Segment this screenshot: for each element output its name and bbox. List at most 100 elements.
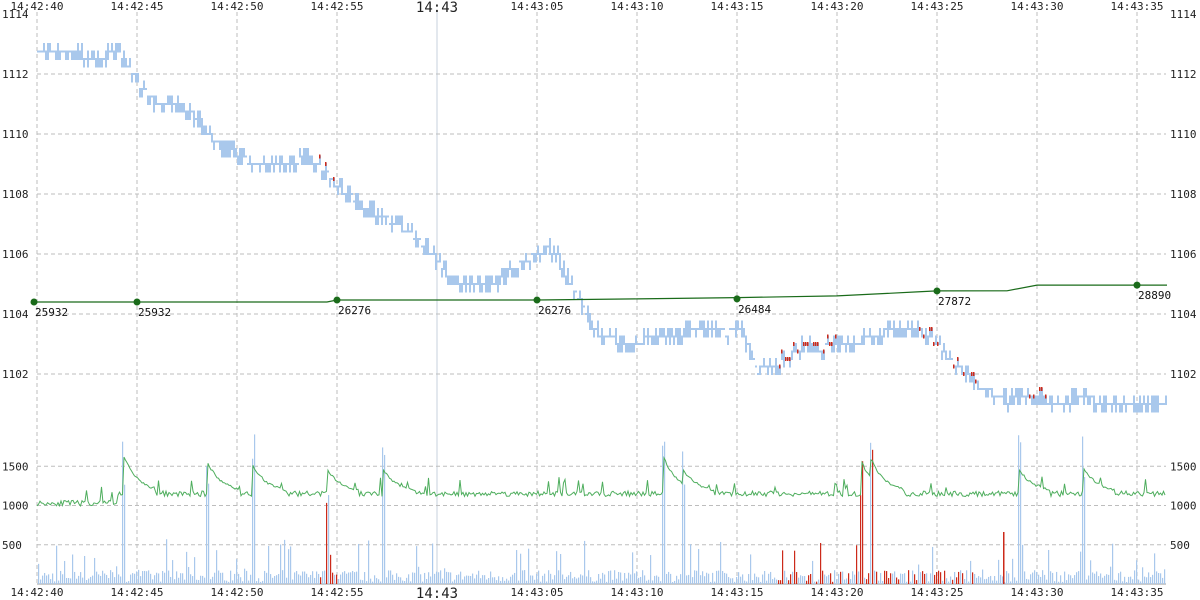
volume-bar xyxy=(184,579,186,584)
volume-bar xyxy=(928,581,930,584)
volume-bar xyxy=(1056,571,1058,584)
volume-bar xyxy=(152,579,154,584)
price-step xyxy=(325,163,327,180)
price-step xyxy=(297,163,299,165)
price-step xyxy=(259,163,261,173)
volume-bar xyxy=(1142,567,1144,584)
volume-bar xyxy=(164,572,166,584)
price-step xyxy=(169,95,171,105)
price-step xyxy=(1123,395,1125,405)
volume-bar xyxy=(472,573,474,584)
volume-marker xyxy=(733,295,741,303)
volume-bar xyxy=(980,577,982,584)
price-step xyxy=(361,200,363,210)
volume-bar xyxy=(120,576,122,584)
price-step xyxy=(433,245,435,255)
price-step xyxy=(941,350,943,360)
volume-bar xyxy=(386,577,388,584)
price-step xyxy=(575,290,577,293)
price-step xyxy=(209,125,211,135)
price-step xyxy=(909,328,911,330)
volume-bar xyxy=(96,571,98,584)
price-step xyxy=(1101,403,1103,413)
volume-bar xyxy=(540,581,542,584)
volume-bar xyxy=(1148,572,1150,584)
volume-bar xyxy=(652,580,654,584)
volume-bar xyxy=(114,577,116,584)
volume-bar xyxy=(438,572,440,584)
volume-bar xyxy=(108,578,110,584)
price-step xyxy=(1135,403,1137,413)
volume-bars xyxy=(38,434,1166,584)
price-step xyxy=(287,163,289,165)
price-step xyxy=(127,65,129,68)
price-step xyxy=(615,328,617,345)
volume-bar xyxy=(1000,574,1002,584)
price-step xyxy=(77,43,79,60)
price-step xyxy=(105,50,107,68)
volume-bar xyxy=(1128,576,1130,584)
price-step xyxy=(115,43,117,60)
volume-bar xyxy=(264,570,266,584)
volume-bar xyxy=(882,580,884,584)
volume-bar xyxy=(564,579,566,584)
price-step xyxy=(387,215,389,218)
price-step xyxy=(665,335,667,345)
price-step xyxy=(1155,395,1157,413)
volume-bar xyxy=(634,573,636,584)
volume-bar xyxy=(104,573,106,584)
volume-bar xyxy=(688,574,690,584)
volume-bar xyxy=(1068,574,1070,584)
price-step xyxy=(807,343,809,353)
price-step xyxy=(265,163,267,173)
volume-bar xyxy=(618,571,620,584)
price-step xyxy=(593,328,595,338)
volume-bar xyxy=(996,580,998,584)
price-tick-down xyxy=(1029,394,1031,399)
price-step xyxy=(189,103,191,120)
price-tick-label-left: 1108 xyxy=(2,188,29,201)
price-step xyxy=(491,275,493,285)
price-step xyxy=(97,50,99,68)
volume-bar xyxy=(332,572,334,584)
volume-bar xyxy=(544,573,546,584)
price-tick-down xyxy=(919,327,921,331)
volume-bar xyxy=(142,571,144,584)
price-step xyxy=(501,268,503,278)
price-step xyxy=(971,373,973,383)
price-step xyxy=(131,73,133,83)
price-step xyxy=(1043,395,1045,405)
price-step xyxy=(413,238,415,240)
volume-bar xyxy=(68,578,70,584)
volume-label: 28890 xyxy=(1138,289,1171,302)
volume-bar xyxy=(656,575,658,584)
price-step xyxy=(37,50,39,53)
price-step xyxy=(715,320,717,338)
volume-bar xyxy=(434,573,436,584)
volume-bar xyxy=(832,581,834,584)
volume-bar xyxy=(672,581,674,584)
price-step xyxy=(583,305,585,308)
volume-bar xyxy=(384,454,386,584)
price-step xyxy=(1087,395,1089,405)
volume-bar xyxy=(416,546,418,584)
price-step xyxy=(759,365,761,375)
price-tick-down xyxy=(823,349,825,354)
volume-bar xyxy=(1036,571,1038,584)
volume-bar xyxy=(1066,580,1068,584)
volume-bar xyxy=(536,573,538,584)
volume-bar xyxy=(676,575,678,584)
price-step xyxy=(851,343,853,353)
volume-bar xyxy=(640,576,642,584)
price-step xyxy=(925,328,927,345)
volume-bar xyxy=(396,573,398,584)
volume-bar xyxy=(106,574,108,584)
volume-bar xyxy=(374,575,376,584)
volume-bar xyxy=(896,577,898,584)
volume-bar xyxy=(876,571,878,584)
volume-bar xyxy=(348,572,350,584)
volume-bar xyxy=(768,573,770,584)
price-step xyxy=(477,275,479,285)
price-step xyxy=(331,178,333,180)
price-step xyxy=(733,328,735,330)
